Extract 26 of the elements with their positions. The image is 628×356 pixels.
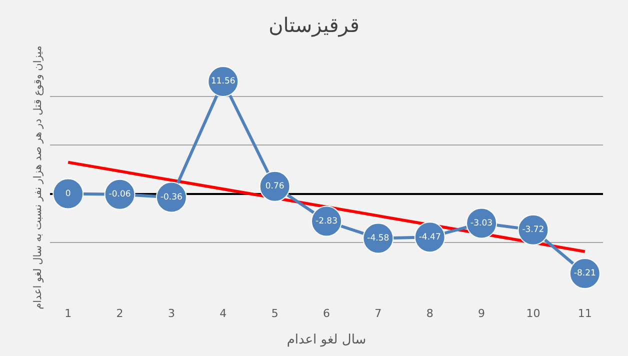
data-label: 0: [65, 188, 71, 199]
x-tick-label: 2: [116, 307, 124, 320]
x-tick-label: 1: [64, 307, 72, 320]
x-tick-label: 10: [526, 307, 540, 320]
x-tick-label: 7: [374, 307, 382, 320]
data-label: -3.72: [522, 225, 544, 236]
y-axis-title: میزان وقوع قتل در هر صد هزار نفر نسبت به سال لغو اعدام: [32, 46, 44, 310]
x-tick-label: 5: [271, 307, 278, 320]
data-label: -4.47: [418, 232, 441, 242]
data-label: -8.21: [574, 268, 596, 279]
data-label: -0.36: [160, 192, 182, 202]
data-label: -4.58: [367, 233, 390, 244]
data-label: -3.03: [470, 218, 493, 228]
chart-title: قرقیزستان: [268, 12, 360, 37]
data-label: -0.06: [108, 189, 131, 200]
x-axis-title: سال لغو اعدام: [286, 332, 366, 348]
x-tick-label: 3: [168, 307, 175, 320]
x-tick-label: 8: [426, 307, 434, 320]
x-tick-label: 9: [478, 307, 486, 320]
point: [52, 178, 84, 210]
data-label: 11.56: [210, 76, 236, 87]
x-tick-label: 4: [220, 307, 227, 320]
data-label: -2.83: [316, 216, 338, 226]
x-tick-label: 6: [323, 307, 330, 320]
x-tick-label: 11: [578, 307, 592, 320]
data-label: 0.76: [265, 182, 284, 192]
